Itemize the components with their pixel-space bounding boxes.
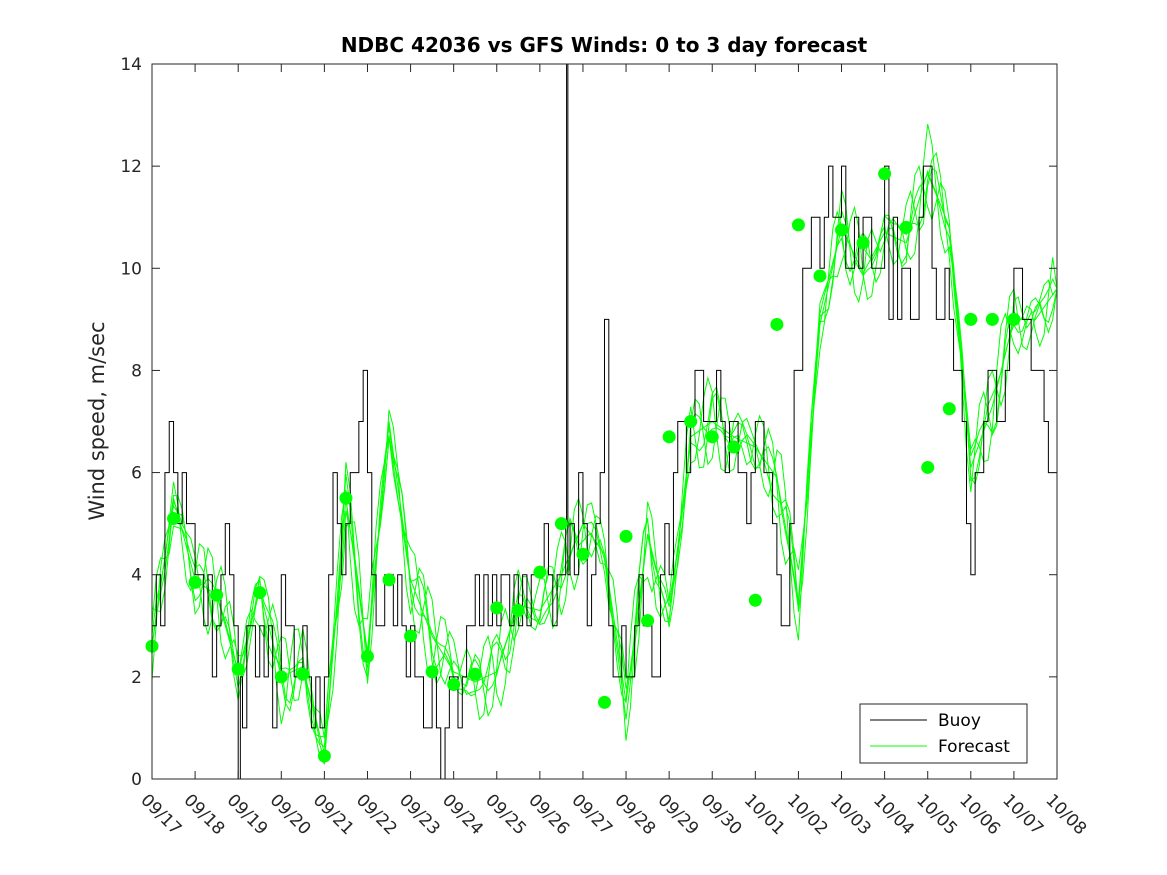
x-tick-label: 10/01 — [740, 790, 789, 839]
forecast-marker — [210, 588, 224, 602]
legend: Buoy Forecast — [859, 703, 1028, 764]
forecast-marker — [296, 667, 310, 681]
forecast-marker — [964, 312, 978, 326]
forecast-marker — [942, 402, 956, 416]
forecast-marker — [899, 220, 913, 234]
forecast-marker — [791, 218, 805, 232]
x-tick-label: 09/30 — [697, 790, 746, 839]
forecast-marker — [425, 665, 439, 679]
forecast-marker — [770, 317, 784, 331]
forecast-marker — [727, 440, 741, 454]
forecast-marker — [598, 695, 611, 709]
forecast-marker — [339, 491, 353, 505]
forecast-marker — [468, 667, 482, 681]
x-tick-label: 09/25 — [481, 790, 530, 839]
x-tick-label: 09/19 — [223, 790, 272, 839]
x-tick-label: 09/27 — [567, 790, 616, 839]
y-tick-label: 0 — [131, 770, 142, 790]
forecast-marker — [576, 547, 590, 561]
forecast-marker — [856, 236, 870, 250]
x-tick-label: 09/22 — [352, 790, 401, 839]
forecast-marker — [511, 603, 525, 617]
y-tick-label: 14 — [120, 55, 142, 75]
x-tick-label: 09/29 — [654, 790, 703, 839]
forecast-marker — [748, 593, 762, 607]
forecast-marker — [684, 415, 698, 428]
forecast-marker — [619, 529, 633, 543]
x-tick-label: 10/04 — [869, 790, 918, 839]
y-tick-label: 4 — [131, 566, 142, 586]
analysis-markers — [145, 167, 1021, 763]
x-tick-label: 10/05 — [912, 790, 961, 839]
x-tick-label: 10/08 — [1041, 790, 1090, 839]
x-tick-label: 10/06 — [955, 790, 1004, 839]
buoy-line — [152, 64, 1057, 779]
x-tick-label: 09/24 — [438, 790, 487, 839]
forecast-marker — [231, 662, 245, 676]
legend-forecast-label: Forecast — [938, 737, 1010, 757]
y-tick-label: 10 — [120, 259, 142, 279]
forecast-marker — [554, 517, 568, 531]
forecast-marker — [404, 629, 418, 643]
forecast-marker — [490, 601, 504, 615]
x-tick-label: 09/20 — [266, 790, 315, 839]
x-tick-label: 10/07 — [998, 790, 1047, 839]
x-tick-label: 09/17 — [136, 790, 185, 839]
forecast-marker — [705, 430, 719, 444]
forecast-marker — [274, 670, 288, 684]
buoy-series — [152, 64, 1057, 779]
x-tick-label: 10/02 — [783, 790, 832, 839]
forecast-marker — [533, 565, 547, 579]
y-tick-label: 2 — [131, 668, 142, 688]
x-tick-label: 09/23 — [395, 790, 444, 839]
forecast-marker — [382, 573, 396, 587]
forecast-marker — [835, 223, 849, 237]
y-axis: 0 2 4 6 8 10 12 14 — [120, 55, 1057, 790]
x-tick-label: 09/21 — [309, 790, 358, 839]
forecast-marker — [813, 269, 827, 283]
y-tick-label: 6 — [131, 464, 142, 484]
forecast-marker — [360, 649, 374, 663]
y-tick-label: 8 — [131, 361, 142, 381]
x-tick-label: 09/18 — [180, 790, 229, 839]
forecast-marker — [1007, 312, 1021, 326]
forecast-marker — [878, 167, 892, 181]
forecast-marker — [921, 460, 935, 474]
plot-frame — [151, 63, 1058, 780]
forecast-marker — [317, 749, 331, 763]
forecast-marker — [188, 575, 202, 589]
forecast-marker — [167, 512, 181, 526]
x-tick-label: 10/03 — [826, 790, 875, 839]
forecast-marker — [985, 312, 999, 326]
x-tick-label: 09/28 — [611, 790, 660, 839]
legend-box — [859, 703, 1028, 764]
legend-buoy-label: Buoy — [938, 711, 981, 731]
forecast-marker — [447, 678, 461, 692]
y-tick-label: 12 — [120, 157, 142, 177]
y-axis-label: Wind speed, m/sec — [85, 321, 109, 520]
forecast-marker — [662, 430, 676, 444]
forecast-marker — [641, 614, 655, 628]
chart-title: NDBC 42036 vs GFS Winds: 0 to 3 day fore… — [341, 33, 868, 57]
x-tick-label: 09/26 — [524, 790, 573, 839]
forecast-marker — [253, 586, 267, 600]
